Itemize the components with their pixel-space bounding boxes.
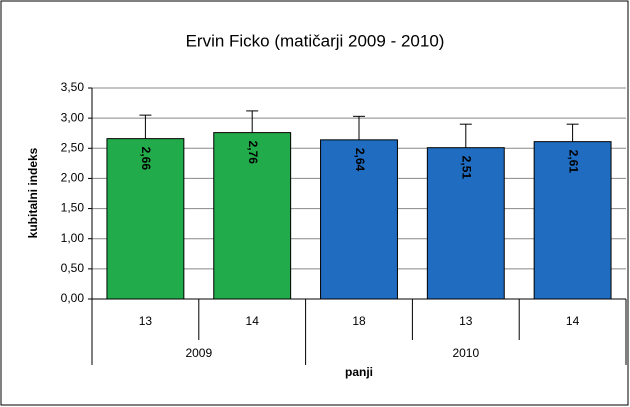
group-label: 2010 — [452, 346, 479, 360]
data-label: 2,61 — [566, 150, 580, 174]
y-tick-label: 1,50 — [61, 201, 85, 215]
data-label: 2,64 — [353, 148, 367, 172]
y-tick-label: 1,00 — [61, 231, 85, 245]
x-tick-label: 13 — [139, 314, 153, 328]
y-tick-label: 3,50 — [61, 80, 85, 94]
y-tick-label: 0,50 — [61, 261, 85, 275]
bar — [426, 147, 505, 300]
data-label: 2,66 — [139, 147, 153, 171]
x-axis-title: panji — [345, 365, 373, 379]
y-axis-title: kubitalni indeks — [26, 147, 40, 238]
x-tick-label: 14 — [246, 314, 260, 328]
y-tick-label: 3,00 — [61, 110, 85, 124]
y-tick-label: 0,00 — [61, 291, 85, 305]
bar — [106, 138, 185, 300]
x-tick-label: 14 — [566, 314, 580, 328]
data-label: 2,51 — [460, 156, 474, 180]
bar — [213, 132, 292, 300]
y-tick-label: 2,00 — [61, 171, 85, 185]
y-tick-label: 2,50 — [61, 140, 85, 154]
x-tick-label: 13 — [459, 314, 473, 328]
data-label: 2,76 — [246, 141, 260, 165]
chart-title: Ervin Ficko (matičarji 2009 - 2010) — [186, 31, 445, 50]
x-tick-label: 18 — [352, 314, 366, 328]
group-label: 2009 — [185, 346, 212, 360]
